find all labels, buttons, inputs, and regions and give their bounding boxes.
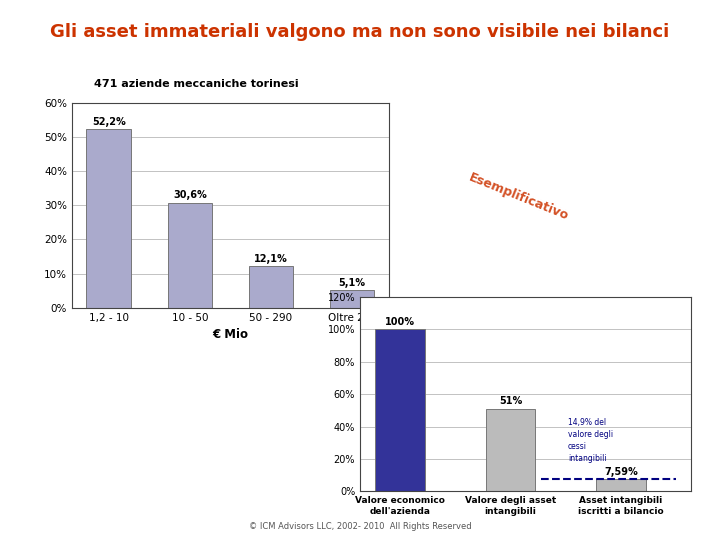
Bar (86, 129, 131, 308)
Bar (485, 409, 535, 491)
Bar (375, 329, 425, 491)
Text: 52,2%: 52,2% (92, 117, 125, 126)
Text: Gli asset immateriali valgono ma non sono visibile nei bilanci: Gli asset immateriali valgono ma non son… (50, 23, 670, 42)
Text: © ICM Advisors LLC, 2002- 2010  All Rights Reserved: © ICM Advisors LLC, 2002- 2010 All Right… (248, 522, 472, 531)
Text: 471 aziende meccaniche torinesi: 471 aziende meccaniche torinesi (94, 79, 298, 89)
Text: 30,6%: 30,6% (173, 191, 207, 200)
Bar (596, 479, 646, 491)
X-axis label: € Mio: € Mio (212, 328, 248, 341)
Bar (248, 266, 293, 308)
Bar (168, 203, 212, 308)
Bar (330, 291, 374, 308)
Text: 14,9% del
valore degli
cessi
intangibili: 14,9% del valore degli cessi intangibili (568, 418, 613, 463)
Text: 5,1%: 5,1% (338, 278, 366, 288)
Text: 100%: 100% (385, 317, 415, 327)
Text: 51%: 51% (499, 396, 522, 406)
Text: 12,1%: 12,1% (254, 254, 288, 264)
Text: 7,59%: 7,59% (604, 467, 638, 477)
Text: Esemplificativo: Esemplificativo (467, 171, 570, 223)
